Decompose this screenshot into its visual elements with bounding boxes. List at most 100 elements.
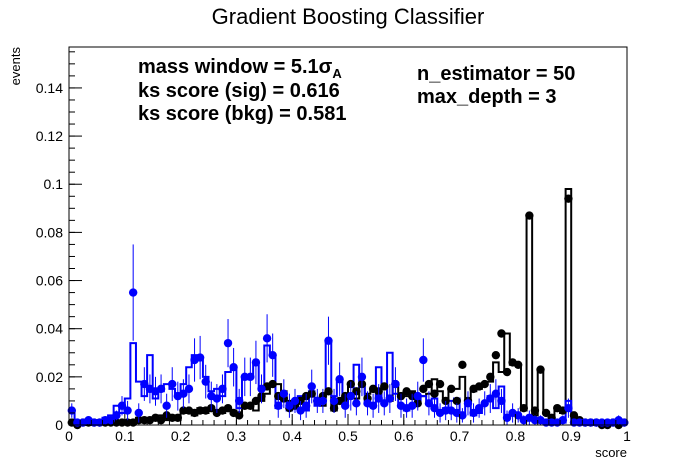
mass-window-annotation: mass window = 5.1σA	[138, 56, 342, 81]
black-markers-point-77	[497, 329, 506, 338]
blue-markers-point-35	[262, 334, 272, 343]
black-markers-point-78	[502, 367, 512, 377]
blue-markers-point-64	[424, 399, 434, 408]
blue-markers-point-24	[201, 377, 210, 386]
max-depth-annotation: max_depth = 3	[417, 86, 557, 108]
x-tick-label-5: 0.5	[338, 428, 358, 444]
blue-markers-point-18	[168, 379, 177, 389]
blue-markers-point-41	[296, 406, 305, 415]
blue-markers-point-75	[486, 394, 495, 403]
blue-markers-point-26	[212, 394, 222, 403]
black-markers-point-46	[324, 387, 333, 396]
blue-markers-point-36	[268, 350, 277, 360]
chart-title: Gradient Boosting Classifier	[212, 4, 485, 29]
x-tick-label-9: 0.9	[561, 428, 581, 444]
blue-markers-point-46	[324, 336, 333, 345]
black-markers-point-82	[525, 211, 534, 220]
blue-markers-point-10	[123, 406, 132, 415]
black-markers-point-64	[424, 379, 434, 389]
blue-markers-point-8	[112, 411, 121, 420]
blue-markers-point-45	[318, 396, 328, 406]
blue-markers-point-38	[279, 389, 289, 398]
blue-markers-point-78	[502, 413, 512, 422]
blue-markers-point-51	[352, 399, 361, 408]
black-markers-point-51	[352, 387, 361, 396]
black-markers-point-63	[419, 384, 428, 394]
black-markers-point-75	[486, 372, 495, 382]
black-markers-point-66	[435, 379, 445, 389]
y-tick-label-6: 0.12	[36, 128, 63, 144]
x-tick-label-4: 0.4	[282, 428, 302, 444]
y-tick-label-4: 0.08	[36, 224, 63, 240]
blue-markers-point-48	[335, 375, 344, 384]
black-markers-point-28	[223, 403, 233, 413]
blue-markers-point-61	[407, 401, 417, 410]
blue-markers-point-57	[385, 394, 395, 403]
black-markers-point-68	[447, 384, 456, 394]
blue-markers-point-88	[558, 415, 568, 425]
blue-markers-point-9	[117, 401, 127, 410]
black-markers-point-85	[541, 408, 551, 418]
black-markers-point-60	[402, 387, 411, 396]
blue-markers-point-37	[274, 401, 283, 410]
black-markers-point-19	[173, 413, 183, 422]
black-markers-point-81	[519, 403, 528, 413]
x-axis-label: score	[595, 445, 627, 460]
blue-markers-point-70	[458, 411, 467, 420]
blue-markers-point-71	[463, 399, 473, 408]
blue-markers-point-65	[430, 403, 439, 413]
blue-markers-point-89	[564, 403, 573, 413]
blue-markers-point-27	[218, 384, 227, 394]
blue-markers-point-17	[162, 401, 171, 410]
x-tick-label-6: 0.6	[394, 428, 414, 444]
y-tick-label-0: 0	[55, 417, 63, 433]
black-markers-point-70	[458, 360, 467, 370]
black-markers-point-30	[234, 411, 244, 420]
black-markers-point-74	[480, 379, 489, 389]
blue-markers-point-32	[246, 372, 255, 382]
black-markers-point-80	[513, 360, 523, 370]
y-tick-label-5: 0.1	[44, 176, 64, 192]
blue-markers-point-52	[357, 372, 367, 382]
blue-markers-point-72	[469, 408, 478, 418]
blue-markers-point-56	[380, 399, 389, 408]
y-tick-label-1: 0.02	[36, 369, 63, 385]
x-tick-label-2: 0.2	[171, 428, 191, 444]
blue-markers-point-40	[290, 396, 300, 406]
black-markers-point-76	[491, 350, 501, 360]
blue-markers-point-47	[329, 396, 339, 406]
black-markers-point-83	[530, 406, 540, 415]
blue-markers-point-43	[307, 382, 316, 391]
black-markers-point-65	[430, 389, 439, 398]
mass-window-subscript: A	[332, 66, 342, 81]
x-tick-label-7: 0.7	[450, 428, 470, 444]
x-tick-label-1: 0.1	[115, 428, 135, 444]
mass-window-prefix: mass window = 5.1	[138, 56, 319, 78]
blue-markers-point-80	[513, 411, 523, 420]
blue-markers-point-54	[368, 401, 378, 410]
black-markers-point-56	[380, 382, 389, 391]
black-markers-point-67	[441, 396, 450, 406]
y-tick-label-2: 0.04	[36, 321, 63, 337]
blue-markers-point-29	[229, 363, 238, 372]
blue-markers-point-76	[491, 389, 501, 398]
y-tick-label-3: 0.06	[36, 273, 63, 289]
black-markers-point-33	[251, 396, 261, 406]
blue-markers-point-13	[140, 379, 149, 389]
blue-markers-point-33	[251, 358, 261, 367]
black-markers-point-69	[452, 396, 462, 406]
blue-markers-point-16	[156, 384, 166, 394]
blue-markers-point-7	[106, 415, 116, 425]
blue-markers-point-30	[234, 396, 244, 406]
x-tick-label-0: 0	[65, 428, 73, 444]
blue-markers-point-77	[497, 396, 506, 406]
blue-markers-point-58	[391, 379, 400, 389]
black-markers-point-89	[564, 194, 573, 203]
x-tick-label-8: 0.8	[506, 428, 526, 444]
x-tick-label-3: 0.3	[227, 428, 247, 444]
y-axis-label: events	[8, 47, 23, 86]
blue-markers-point-73	[474, 403, 484, 413]
blue-markers-point-23	[195, 353, 205, 362]
black-markers-point-90	[569, 411, 579, 420]
y-tick-label-7: 0.14	[36, 80, 63, 96]
